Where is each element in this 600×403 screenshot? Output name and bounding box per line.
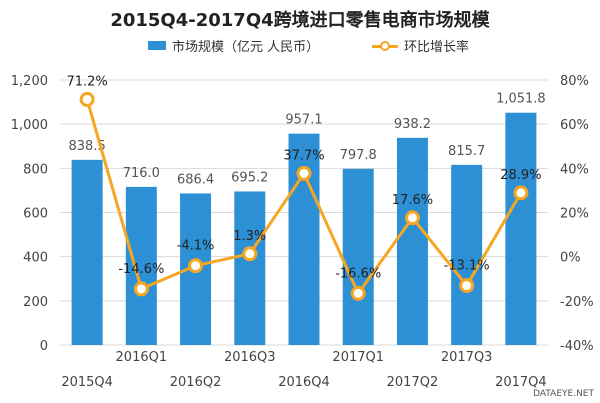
x-tick-label: 2017Q4 xyxy=(495,375,547,390)
bar-value-label: 838.5 xyxy=(69,139,106,154)
y-left-tick-label: 200 xyxy=(23,295,48,310)
growth-value-label: 28.9% xyxy=(500,168,541,183)
growth-point xyxy=(350,285,366,301)
y-left-tick-label: 800 xyxy=(23,162,48,177)
growth-value-label: -4.1% xyxy=(177,239,215,254)
x-tick-label: 2017Q2 xyxy=(387,375,439,390)
x-tick-label: 2016Q2 xyxy=(170,375,222,390)
growth-point xyxy=(513,185,529,201)
x-tick-label: 2016Q1 xyxy=(116,350,168,365)
chart-title: 2015Q4-2017Q4跨境进口零售电商市场规模 xyxy=(110,10,490,31)
legend-item-line: 环比增长率 xyxy=(372,36,469,55)
y-right-tick-label: 0% xyxy=(560,251,581,266)
legend: 市场规模（亿元 人民币） 环比增长率 xyxy=(0,36,600,56)
x-tick-label: 2017Q3 xyxy=(441,350,493,365)
bar-value-label: 695.2 xyxy=(231,170,268,185)
y-right-tick-label: -20% xyxy=(560,295,594,310)
bar xyxy=(396,137,428,345)
y-right-tick-label: 20% xyxy=(560,207,589,222)
legend-bar-label: 市场规模（亿元 人民币） xyxy=(172,40,320,55)
y-right-tick-label: 40% xyxy=(560,162,589,177)
growth-value-label: 71.2% xyxy=(66,74,107,89)
bar-value-label: 1,051.8 xyxy=(496,92,546,107)
growth-value-label: 17.6% xyxy=(392,193,433,208)
bar xyxy=(288,133,320,345)
bar-value-label: 716.0 xyxy=(123,166,160,181)
y-left-tick-label: 600 xyxy=(23,207,48,222)
legend-bar-swatch xyxy=(148,41,166,50)
y-left-tick-label: 1,200 xyxy=(11,74,48,89)
watermark-text: DATAEYE.NET xyxy=(533,389,594,399)
y-right-tick-label: -40% xyxy=(560,339,594,354)
bar xyxy=(505,112,537,345)
bar-value-label: 686.4 xyxy=(177,172,214,187)
legend-item-bar: 市场规模（亿元 人民币） xyxy=(148,36,319,55)
legend-line-label: 环比增长率 xyxy=(404,40,470,55)
bar-value-label: 938.2 xyxy=(394,117,431,132)
bar xyxy=(234,191,266,345)
y-left-tick-label: 1,000 xyxy=(11,118,48,133)
growth-value-label: 1.3% xyxy=(233,229,266,244)
growth-point xyxy=(242,246,258,262)
growth-point xyxy=(404,210,420,226)
x-tick-label: 2017Q1 xyxy=(332,350,384,365)
growth-value-label: -14.6% xyxy=(118,262,164,277)
legend-line-swatch xyxy=(372,40,398,51)
y-left-tick-label: 0 xyxy=(40,339,48,354)
growth-point xyxy=(133,281,149,297)
x-tick-label: 2016Q3 xyxy=(224,350,276,365)
bar-value-label: 815.7 xyxy=(448,144,485,159)
y-right-tick-label: 80% xyxy=(560,74,589,89)
bar xyxy=(451,164,483,345)
bar-value-label: 957.1 xyxy=(285,113,322,128)
growth-point xyxy=(296,165,312,181)
bar-value-label: 797.8 xyxy=(340,148,377,163)
bar xyxy=(71,159,103,345)
growth-point xyxy=(188,258,204,274)
bar xyxy=(125,186,157,345)
growth-point xyxy=(459,278,475,294)
growth-point xyxy=(79,91,95,107)
growth-value-label: -16.6% xyxy=(335,266,381,281)
x-tick-label: 2015Q4 xyxy=(61,375,113,390)
y-left-tick-label: 400 xyxy=(23,251,48,266)
y-right-tick-label: 60% xyxy=(560,118,589,133)
bar xyxy=(342,168,374,345)
growth-value-label: -13.1% xyxy=(444,259,490,274)
growth-value-label: 37.7% xyxy=(283,148,324,163)
x-tick-label: 2016Q4 xyxy=(278,375,330,390)
